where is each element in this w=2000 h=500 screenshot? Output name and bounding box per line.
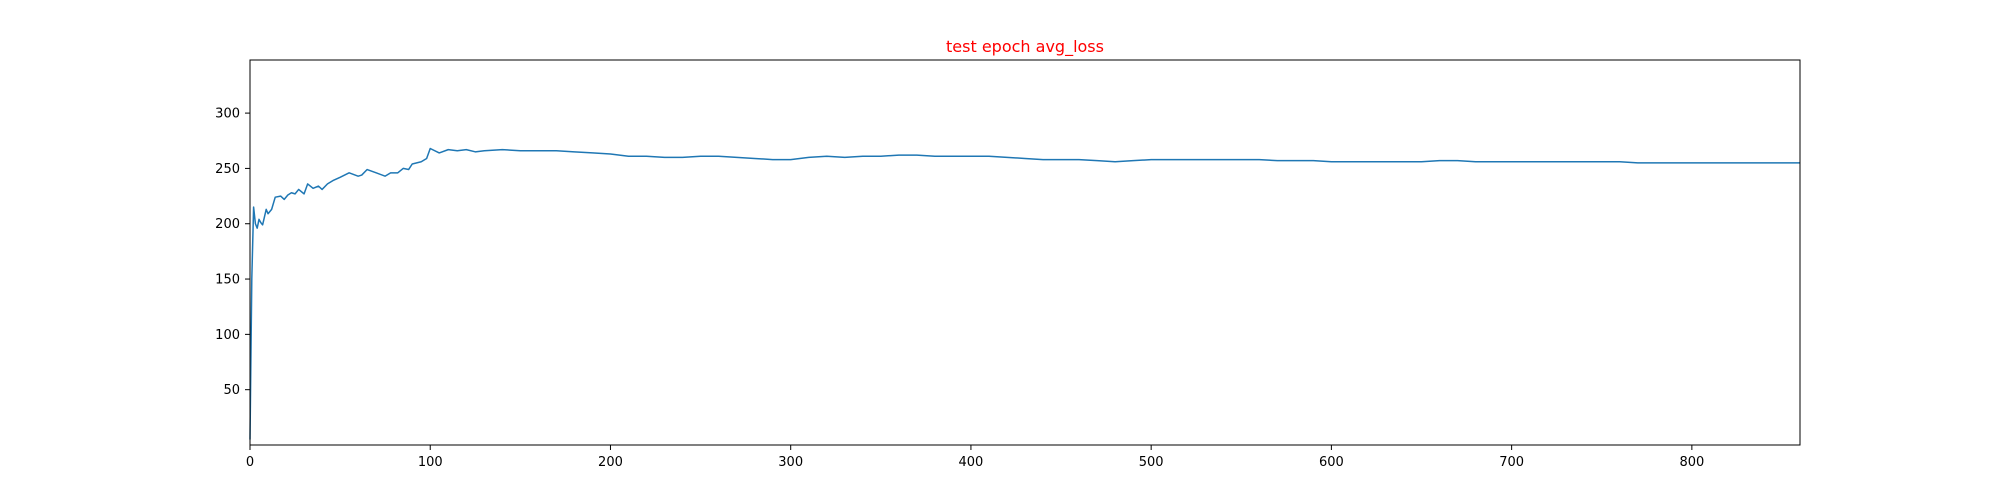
x-tick-label: 800	[1679, 455, 1704, 470]
x-tick-label: 400	[959, 455, 984, 470]
series-line-0	[249, 147, 1800, 440]
y-tick-label: 250	[215, 162, 240, 177]
x-tick-label: 100	[418, 455, 443, 470]
y-axis: 50 100 150 200 250 300	[215, 107, 250, 398]
x-tick-label: 700	[1499, 455, 1524, 470]
chart-title: test epoch avg_loss	[946, 37, 1104, 57]
x-tick-label: 200	[598, 455, 623, 470]
x-tick-label: 300	[778, 455, 803, 470]
y-tick-label: 200	[215, 217, 240, 232]
x-axis: 0 100 200 300 400 500 600 700 800	[246, 445, 1704, 470]
y-tick-label: 100	[215, 328, 240, 343]
x-tick-label: 0	[246, 455, 254, 470]
x-tick-label: 500	[1139, 455, 1164, 470]
series-layer	[249, 147, 1800, 440]
plot-background	[250, 60, 1800, 445]
y-tick-label: 300	[215, 107, 240, 122]
y-tick-label: 50	[223, 383, 240, 398]
plot-frame	[249, 59, 1801, 446]
y-tick-label: 150	[215, 273, 240, 288]
x-tick-label: 600	[1319, 455, 1344, 470]
